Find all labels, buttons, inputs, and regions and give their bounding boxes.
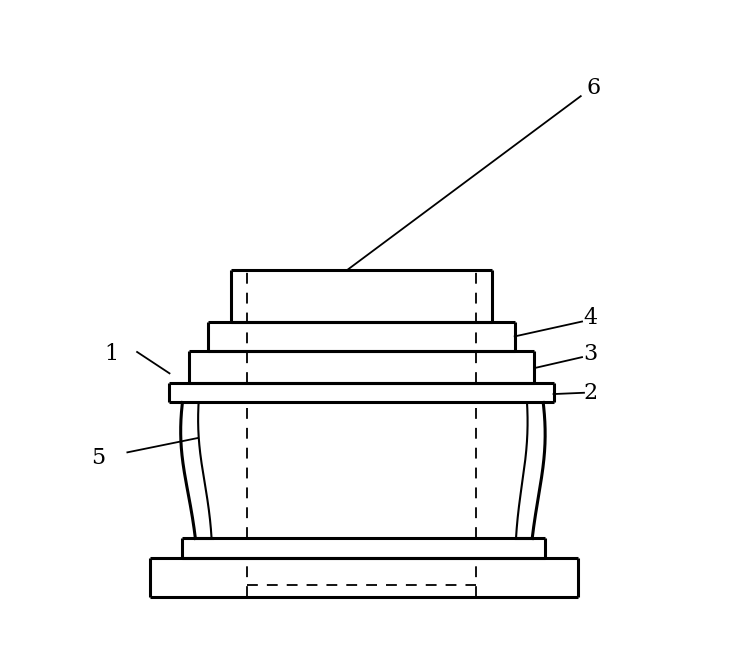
Text: 1: 1 <box>104 343 118 365</box>
Text: 4: 4 <box>583 307 598 329</box>
Text: 5: 5 <box>91 447 105 468</box>
Text: 3: 3 <box>583 343 598 365</box>
Text: 2: 2 <box>583 382 598 403</box>
Text: 6: 6 <box>586 77 601 99</box>
